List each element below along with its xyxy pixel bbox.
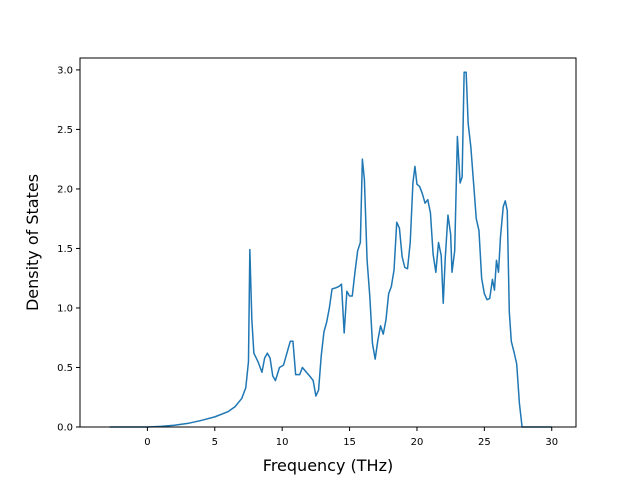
x-tick-label: 30 [545, 437, 558, 448]
y-tick-label: 0.0 [57, 423, 73, 434]
y-axis-label: Density of States [23, 174, 42, 311]
y-tick-label: 1.0 [57, 303, 73, 314]
axes-frame [79, 57, 577, 428]
y-tick-label: 1.5 [57, 244, 73, 255]
x-axis-ticks: 0 5 10 15 20 25 30 [144, 427, 558, 448]
x-tick-label: 25 [478, 437, 491, 448]
plot-area [109, 71, 552, 428]
x-axis-label: Frequency (THz) [263, 456, 393, 475]
x-tick-label: 0 [144, 437, 150, 448]
x-tick-label: 15 [343, 437, 356, 448]
dos-line [109, 71, 552, 428]
y-axis-ticks: 0.0 0.5 1.0 1.5 2.0 2.5 3.0 [57, 65, 80, 434]
y-tick-label: 2.5 [57, 125, 73, 136]
x-tick-label: 20 [411, 437, 424, 448]
x-tick-label: 5 [212, 437, 218, 448]
y-tick-label: 2.0 [57, 184, 73, 195]
y-tick-label: 3.0 [57, 65, 73, 76]
x-tick-label: 10 [276, 437, 289, 448]
y-tick-label: 0.5 [57, 363, 73, 374]
